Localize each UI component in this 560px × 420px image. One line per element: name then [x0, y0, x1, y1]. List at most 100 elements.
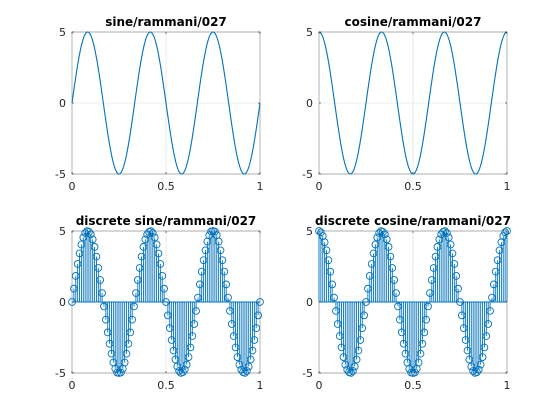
- stem-marker: [205, 231, 214, 240]
- stem-marker: [426, 289, 434, 297]
- stem-marker: [364, 284, 372, 293]
- stem-marker: [117, 368, 125, 377]
- stem-marker: [141, 235, 150, 244]
- stem-marker: [373, 233, 382, 242]
- x-tick-label: 0.5: [404, 180, 422, 193]
- y-tick-label: 5: [306, 26, 313, 39]
- stem-marker: [463, 346, 472, 355]
- stem-marker: [79, 233, 88, 242]
- subplot-title: cosine/rammani/027: [345, 15, 482, 29]
- stem-marker: [450, 260, 459, 268]
- stem-marker: [493, 256, 502, 265]
- stem-marker: [246, 355, 255, 364]
- stem-marker: [362, 298, 370, 306]
- stem-marker: [461, 336, 470, 344]
- stem-marker: [332, 307, 340, 315]
- stem-marker: [98, 289, 106, 297]
- x-tick-label: 0: [316, 180, 323, 193]
- stem-marker: [211, 227, 219, 236]
- stem-marker: [179, 368, 187, 376]
- stem-marker: [348, 367, 357, 375]
- x-tick-label: 0.5: [157, 379, 175, 392]
- stem-marker: [139, 243, 148, 251]
- stem-marker: [224, 293, 232, 302]
- stem-marker: [452, 272, 461, 280]
- stem-marker: [435, 235, 444, 244]
- stem-marker: [467, 362, 476, 371]
- tick-marks: [71, 230, 261, 374]
- stem-marker: [339, 353, 348, 361]
- stem-marker: [379, 228, 387, 236]
- stem-marker: [229, 332, 238, 340]
- stem-marker: [418, 339, 427, 348]
- stem-marker: [252, 324, 261, 332]
- stem-marker: [88, 235, 97, 244]
- y-tick-label: 0: [306, 296, 313, 309]
- stem-marker: [388, 264, 397, 272]
- stem-marker: [133, 276, 142, 284]
- stem-marker: [503, 227, 511, 235]
- stem-marker: [130, 302, 138, 311]
- stem-marker: [160, 284, 168, 293]
- stem-marker: [405, 364, 414, 373]
- stem-marker: [220, 267, 229, 276]
- stem-marker: [330, 293, 338, 302]
- subplot-title: discrete cosine/rammani/027: [315, 214, 511, 228]
- stem-marker: [132, 289, 140, 297]
- stem-marker: [414, 358, 423, 367]
- stem-marker: [488, 293, 496, 302]
- stem-marker: [499, 232, 508, 240]
- stem-marker: [73, 260, 82, 268]
- stem-marker: [120, 358, 129, 367]
- stem-marker: [390, 276, 399, 284]
- stem-marker: [180, 365, 189, 374]
- x-tick-label: 1: [504, 180, 511, 193]
- stem-marker: [427, 276, 436, 284]
- stem-marker: [356, 336, 365, 344]
- stem-marker: [320, 238, 329, 247]
- stem-marker: [380, 230, 389, 239]
- stem-marker: [152, 240, 161, 249]
- stem-marker: [358, 324, 367, 332]
- stem-marker: [350, 362, 359, 371]
- stem-marker: [250, 336, 259, 344]
- stem-marker: [248, 346, 257, 355]
- stem-marker: [328, 280, 337, 289]
- stem-marker: [92, 252, 101, 261]
- stem-marker: [341, 360, 350, 369]
- stem-marker: [459, 324, 468, 332]
- stem-marker: [394, 302, 402, 311]
- stem-marker: [401, 349, 410, 358]
- stem-marker: [94, 264, 103, 272]
- stem-marker: [175, 367, 184, 375]
- stem-marker: [190, 320, 199, 328]
- stem-marker: [465, 355, 474, 364]
- stem-marker: [367, 260, 376, 268]
- x-tick-label: 0.5: [404, 379, 422, 392]
- stem-marker: [397, 328, 406, 337]
- stem-marker: [231, 343, 240, 352]
- y-tick-label: 0: [59, 296, 66, 309]
- stem-marker: [354, 346, 363, 355]
- stem-marker: [489, 280, 498, 289]
- stem-marker: [482, 332, 491, 340]
- stem-marker: [233, 353, 242, 361]
- subplot-title: sine/rammani/027: [105, 15, 227, 29]
- stem-marker: [100, 302, 108, 311]
- stem-marker: [360, 311, 368, 320]
- stem-marker: [386, 252, 395, 261]
- stem-marker: [315, 227, 323, 235]
- stem-marker: [167, 336, 176, 344]
- stem-marker: [411, 368, 419, 377]
- y-tick-label: 5: [59, 26, 66, 39]
- stem-marker: [235, 360, 244, 369]
- stem-marker: [322, 246, 331, 255]
- stem-marker: [416, 349, 425, 358]
- stem-marker: [162, 298, 170, 306]
- stem-marker: [375, 229, 384, 237]
- stem-marker: [254, 311, 262, 320]
- stem-marker: [429, 264, 438, 272]
- stem-marker: [495, 246, 504, 255]
- stem-marker: [171, 355, 180, 364]
- stem-marker: [369, 249, 378, 258]
